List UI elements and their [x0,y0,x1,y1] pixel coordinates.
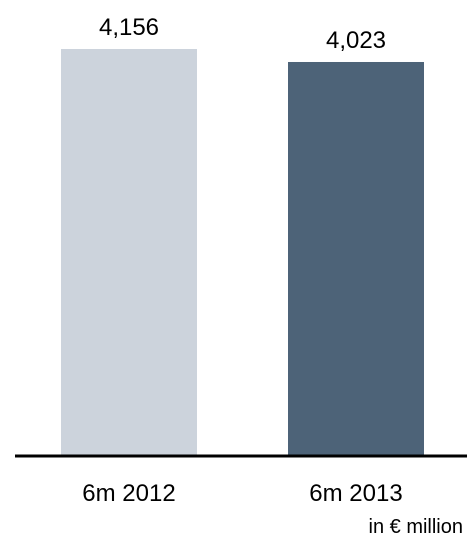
bar-1 [61,49,197,455]
bar-2 [288,61,424,455]
bars-group [61,49,424,455]
category-label-1: 6m 2012 [82,480,175,507]
unit-note: in € million [368,516,463,538]
value-labels-group: 4,156 4,023 [99,14,386,54]
value-label-2: 4,023 [326,27,386,54]
value-label-1: 4,156 [99,14,159,41]
category-labels-group: 6m 2012 6m 2013 [82,480,402,507]
category-label-2: 6m 2013 [309,480,402,507]
